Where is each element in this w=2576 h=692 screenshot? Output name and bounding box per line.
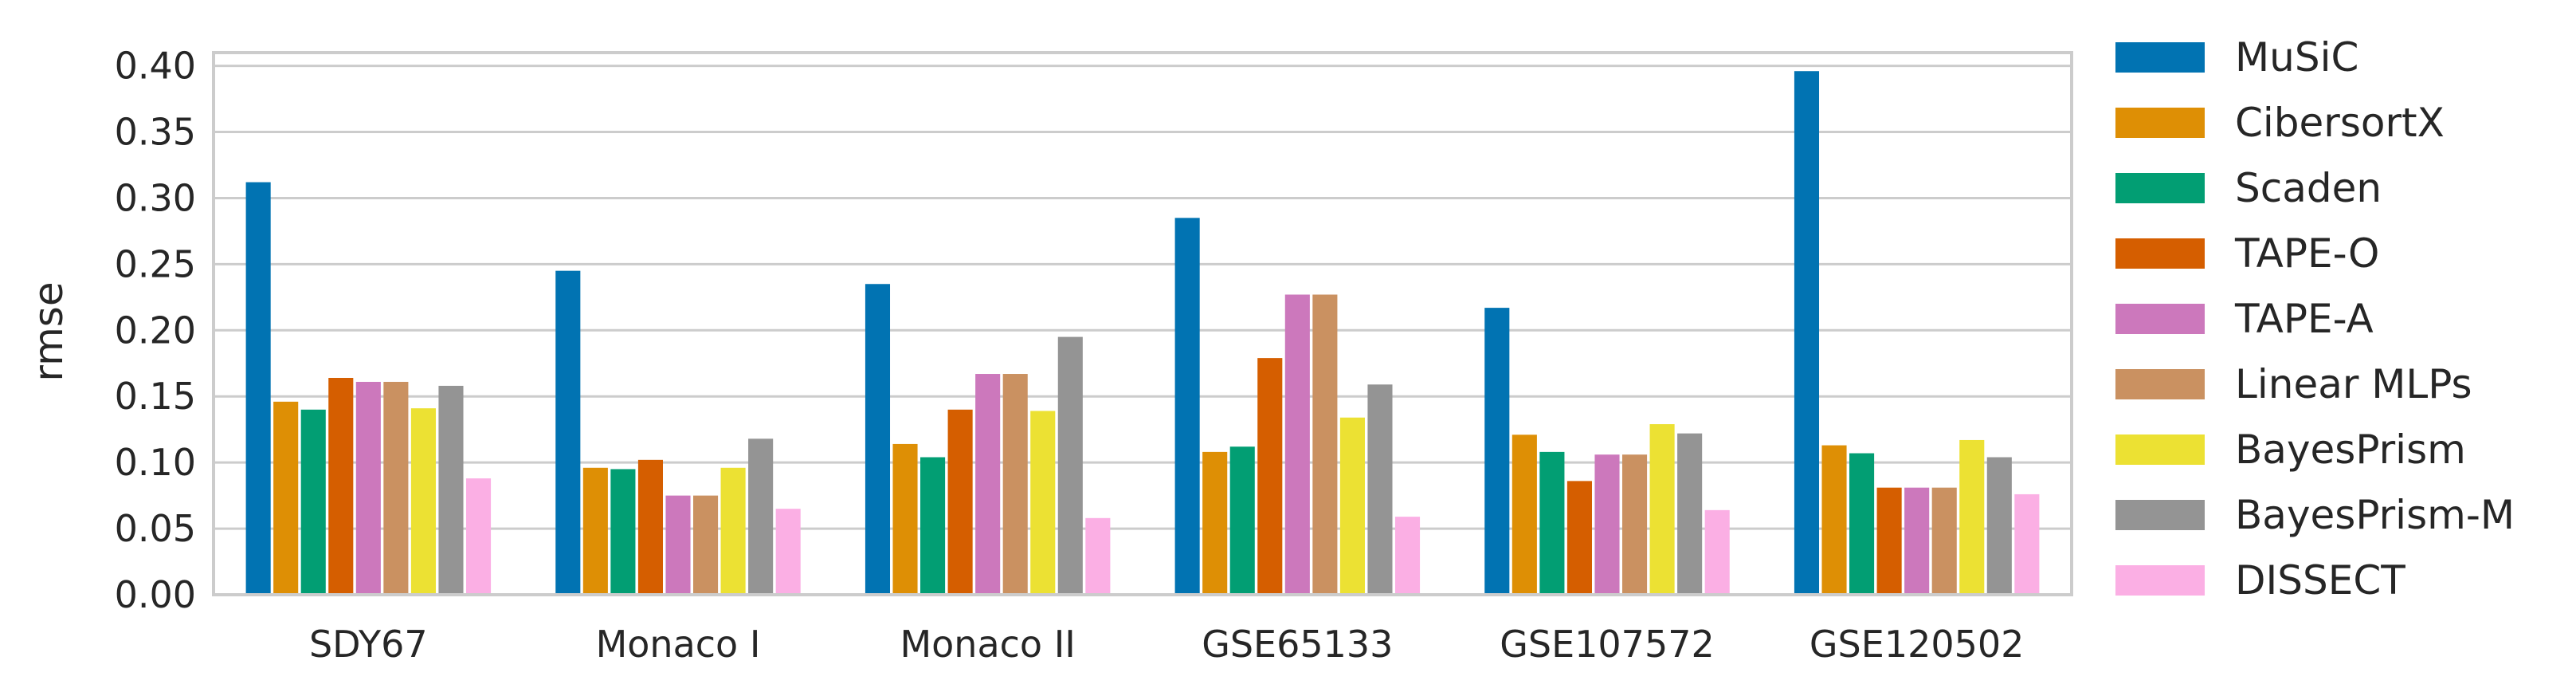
bar-music-3 (1174, 218, 1200, 595)
bar-cibersortx-3 (1202, 451, 1228, 595)
bar-scaden-4 (1539, 451, 1565, 595)
bar-linear-mlps-1 (693, 495, 719, 595)
bar-bayesprism-m-0 (438, 385, 464, 595)
bar-tape-o-5 (1876, 487, 1902, 595)
bar-dissect-4 (1704, 509, 1730, 595)
bar-linear-mlps-2 (1002, 374, 1028, 595)
bar-scaden-3 (1229, 446, 1255, 595)
bar-bayesprism-m-4 (1677, 433, 1703, 595)
bar-bayesprism-m-5 (1986, 457, 2012, 595)
x-tick-label: SDY67 (309, 623, 428, 666)
bar-tape-o-4 (1566, 481, 1592, 595)
bar-bayesprism-1 (720, 467, 746, 595)
bar-music-4 (1484, 308, 1510, 595)
bar-bayesprism-5 (1959, 439, 1985, 595)
y-tick-labels: 0.00 0.05 0.10 0.15 0.20 0.25 0.30 0.35 0.40 (115, 45, 196, 616)
y-tick-label: 0.40 (115, 45, 196, 88)
bar-bayesprism-2 (1030, 411, 1056, 595)
bar-cibersortx-5 (1821, 445, 1847, 595)
y-tick-label: 0.10 (115, 441, 196, 484)
bar-dissect-0 (465, 478, 492, 595)
legend-label: BayesPrism-M (2235, 492, 2515, 538)
bar-cibersortx-1 (582, 467, 608, 595)
y-tick-label: 0.25 (115, 242, 196, 285)
bar-linear-mlps-0 (383, 381, 409, 595)
legend-swatch (2115, 500, 2205, 530)
y-tick-label: 0.00 (115, 573, 196, 616)
bar-cibersortx-0 (273, 401, 299, 595)
legend-label: DISSECT (2235, 557, 2405, 604)
bar-music-1 (555, 270, 581, 595)
bar-bayesprism-4 (1649, 424, 1675, 595)
bars (245, 71, 2040, 596)
bar-tape-a-4 (1594, 454, 1620, 595)
bar-tape-o-2 (947, 409, 973, 595)
bar-bayesprism-3 (1339, 417, 1365, 595)
x-tick-label: GSE65133 (1202, 623, 1393, 666)
bar-dissect-5 (2014, 493, 2040, 595)
bar-tape-o-0 (328, 378, 354, 595)
bar-bayesprism-m-2 (1057, 336, 1083, 595)
legend-swatch (2115, 238, 2205, 269)
grid-lines (214, 65, 2072, 596)
bar-music-0 (245, 182, 271, 595)
bar-tape-o-1 (637, 459, 663, 595)
legend-label: MuSiC (2235, 34, 2358, 81)
bar-dissect-2 (1085, 517, 1111, 595)
legend-label: Scaden (2235, 165, 2382, 211)
bar-linear-mlps-5 (1931, 487, 1957, 595)
legend-label: BayesPrism (2235, 427, 2466, 473)
bar-scaden-0 (300, 409, 326, 595)
legend-label: TAPE-O (2234, 230, 2379, 277)
bar-dissect-3 (1394, 517, 1421, 595)
bar-tape-a-1 (665, 495, 691, 595)
legend-swatch (2115, 565, 2205, 596)
y-tick-label: 0.30 (115, 176, 196, 219)
legend-label: Linear MLPs (2235, 361, 2472, 407)
legend-label: TAPE-A (2234, 296, 2374, 342)
bar-bayesprism-m-3 (1367, 384, 1393, 595)
bar-bayesprism-0 (410, 408, 436, 595)
legend-swatch (2115, 304, 2205, 334)
x-tick-label: GSE120502 (1809, 623, 2025, 666)
legend-swatch (2115, 434, 2205, 465)
y-tick-label: 0.35 (115, 111, 196, 154)
bar-cibersortx-2 (892, 443, 918, 595)
bar-tape-o-3 (1257, 358, 1283, 595)
x-tick-label: Monaco II (900, 623, 1075, 666)
bar-linear-mlps-4 (1622, 454, 1648, 595)
legend-swatch (2115, 369, 2205, 399)
legend-swatch (2115, 173, 2205, 203)
plot-frame (212, 51, 2073, 596)
x-tick-label: Monaco I (596, 623, 761, 666)
bar-music-2 (865, 284, 891, 595)
legend-label: CibersortX (2235, 100, 2445, 146)
y-axis-label: rmse (25, 281, 72, 381)
bar-cibersortx-4 (1511, 434, 1537, 595)
y-tick-label: 0.05 (115, 507, 196, 550)
bar-scaden-5 (1849, 453, 1875, 595)
y-tick-label: 0.15 (115, 375, 196, 418)
bar-linear-mlps-3 (1312, 294, 1338, 595)
x-tick-labels: SDY67 Monaco I Monaco II GSE65133 GSE107572 G… (309, 623, 2024, 666)
legend: MuSiC CibersortX Scaden TAPE-O TAPE-A Linear … (2115, 34, 2515, 604)
y-tick-label: 0.20 (115, 309, 196, 352)
bar-scaden-1 (610, 469, 636, 595)
legend-swatch (2115, 42, 2205, 73)
bar-tape-a-3 (1284, 294, 1310, 595)
legend-swatch (2115, 108, 2205, 138)
bar-tape-a-5 (1904, 487, 1930, 595)
bar-music-5 (1794, 71, 1820, 596)
bar-tape-a-2 (975, 374, 1001, 595)
bar-bayesprism-m-1 (748, 438, 774, 595)
bar-scaden-2 (920, 457, 946, 595)
x-tick-label: GSE107572 (1500, 623, 1715, 666)
bar-dissect-1 (775, 509, 801, 595)
bar-tape-a-0 (355, 381, 381, 595)
